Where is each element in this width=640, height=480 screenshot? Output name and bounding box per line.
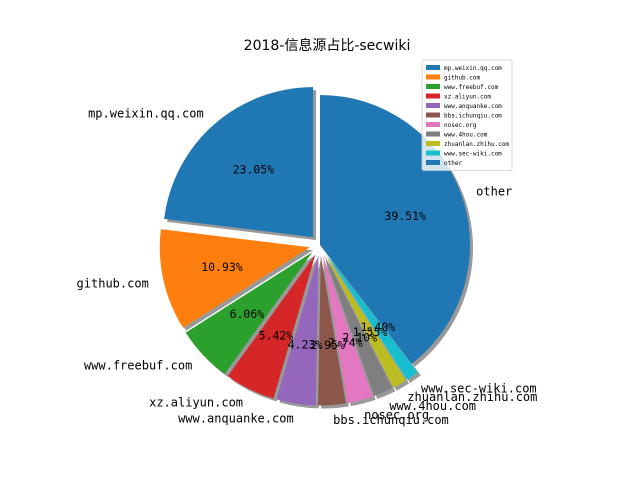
slice-www-4hou-com [324,254,393,397]
legend-label-www-sec-wiki-com: www.sec-wiki.com [444,151,502,158]
percent-label-www-4hou-com: 2.10% [342,330,377,344]
chart-title: 2018-信息源占比-secwiki [244,37,411,54]
legend-label-github-com: github.com [444,75,481,82]
slice-label-mp-weixin-qq-com: mp.weixin.qq.com [88,107,204,121]
legend-label-mp-weixin-qq-com: mp.weixin.qq.com [444,65,502,72]
legend-label-www-anquanke-com: www.anquanke.com [444,103,502,110]
legend-label-zhuanlan-zhihu-com: zhuanlan.zhihu.com [444,141,509,148]
percent-label-bbs-ichunqiu-com: 2.95% [310,338,345,352]
legend-swatch-www-4hou-com [426,131,440,137]
legend-label-nosec-org: nosec.org [444,122,477,129]
slice-shadow-nosec-org [325,258,376,407]
slice-xz-aliyun-com [227,254,316,399]
slice-github-com [159,229,310,328]
slice-nosec-org [322,255,373,404]
percent-label-www-sec-wiki-com: 1.40% [361,320,396,334]
percent-label-www-anquanke-com: 4.23% [288,337,323,351]
legend-swatch-bbs-ichunqiu-com [426,112,440,118]
legend-swatch-zhuanlan-zhihu-com [426,141,440,146]
legend-label-other: other [444,160,462,167]
slice-label-xz-aliyun-com: xz.aliyun.com [149,396,243,410]
legend-swatch-mp-weixin-qq-com [426,65,440,70]
slice-label-bbs-ichunqiu-com: bbs.ichunqiu.com [333,413,449,427]
legend: mp.weixin.qq.com github.com www.freebuf.co… [421,59,513,171]
legend-frame [421,59,513,171]
legend-swatch-xz-aliyun-com [426,93,440,99]
slice-zhuanlan-zhihu-com [325,254,407,388]
legend-swatch-www-freebuf-com [426,84,440,89]
slice-label-www-4hou-com: www.4hou.com [389,399,476,413]
slice-label-www-freebuf-com: www.freebuf.com [84,358,192,372]
legend-swatch-nosec-org [426,122,440,127]
legend-swatch-github-com [426,74,440,80]
legend-label-www-freebuf-com: www.freebuf.com [444,84,499,91]
slice-label-other: other [476,185,512,199]
slice-label-nosec-org: nosec.org [364,408,429,422]
legend-label-xz-aliyun-com: xz.aliyun.com [444,94,491,101]
legend-swatch-www-anquanke-com [426,103,440,108]
percent-label-github-com: 10.93% [201,260,243,274]
legend-label-bbs-ichunqiu-com: bbs.ichunqiu.com [444,113,502,120]
slice-label-zhuanlan-zhihu-com: zhuanlan.zhihu.com [407,390,537,404]
slice-www-anquanke-com [276,255,319,406]
slice-label-github-com: github.com [77,277,149,291]
percent-label-xz-aliyun-com: 5.42% [259,328,294,342]
slice-label-www-anquanke-com: www.anquanke.com [178,412,294,426]
percent-label-nosec-org: 2.74% [328,335,363,349]
legend-label-www-4hou-com: www.4hou.com [444,132,488,139]
percent-label-www-freebuf-com: 6.06% [230,307,265,321]
slice-www-sec-wiki-com [326,253,418,380]
percent-labels: 23.05% 10.93% 6.06% 5.42%4.23%2.95%2.74%2.1… [201,163,426,352]
slice-label-www-sec-wiki-com: www.sec-wiki.com [421,381,537,395]
percent-label-other: 39.51% [384,209,426,223]
legend-swatch-www-sec-wiki-com [426,150,440,156]
slice-mp-weixin-qq-com [164,87,314,238]
percent-label-mp-weixin-qq-com: 23.05% [233,163,275,177]
slice-bbs-ichunqiu-com [318,255,346,406]
percent-label-zhuanlan-zhihu-com: 1.55% [353,325,388,339]
slice-labels: mp.weixin.qq.com github.com www.freebuf.co… [77,107,538,427]
legend-swatch-other [426,160,440,165]
slice-www-freebuf-com [185,252,313,374]
